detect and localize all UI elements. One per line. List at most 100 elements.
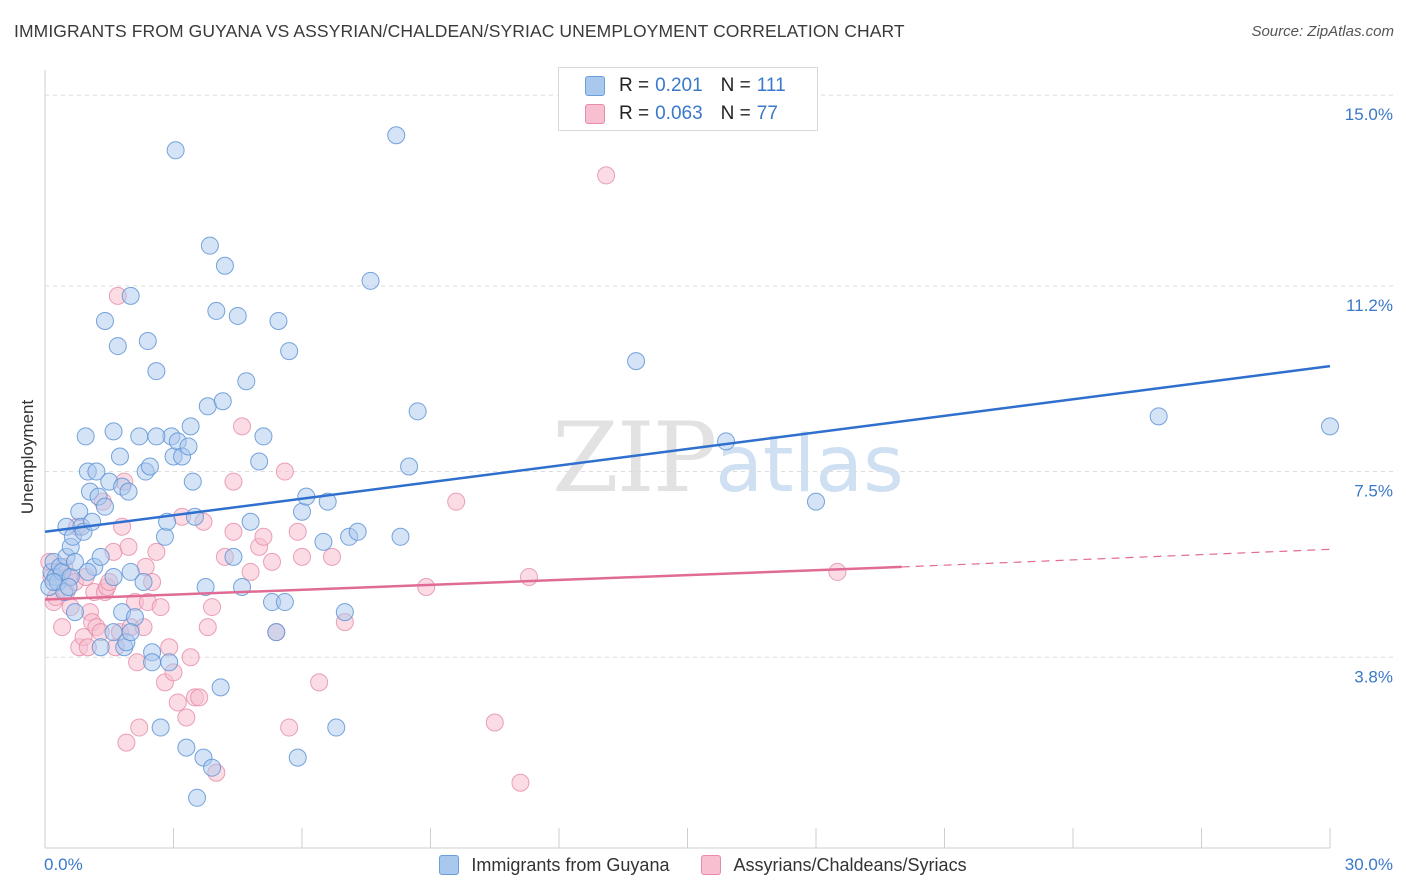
point-series1 [211, 678, 230, 697]
point-series1 [121, 623, 140, 642]
point-series1 [361, 271, 380, 290]
point-series1 [335, 603, 354, 622]
point-series2 [280, 718, 299, 737]
point-series1 [44, 572, 63, 591]
trendline-series1 [44, 364, 1331, 534]
watermark-zip: ZIP [552, 402, 717, 514]
point-series1 [280, 342, 299, 361]
point-series1 [147, 362, 166, 381]
point-series2 [160, 638, 179, 657]
point-series2 [119, 537, 138, 556]
point-series1 [104, 422, 123, 441]
point-series1 [91, 638, 110, 657]
point-series2 [263, 552, 282, 571]
point-series1 [293, 502, 311, 521]
point-series1 [76, 427, 95, 446]
point-series1 [275, 593, 294, 612]
x-tick-label: 0.0% [44, 855, 83, 874]
point-series2 [254, 527, 273, 546]
legend-swatch-series2 [585, 104, 605, 124]
point-series2 [293, 547, 311, 566]
point-series1 [95, 311, 114, 330]
point-series1 [143, 653, 162, 672]
bottom-legend-item-series1: Immigrants from Guyana [439, 855, 669, 876]
bottom-legend-swatch-series2 [701, 855, 722, 875]
y-axis-label: Unemployment [18, 400, 37, 515]
y-tick-label: 3.8% [1354, 667, 1393, 686]
point-series2 [177, 708, 196, 727]
legend-r-value: 0.201 [655, 75, 703, 96]
point-series1 [254, 427, 273, 446]
point-series1 [269, 311, 288, 330]
point-series1 [267, 623, 286, 642]
trendline-series2 [44, 565, 902, 601]
point-series2 [310, 673, 329, 692]
point-series1 [95, 497, 114, 516]
legend-box: R = 0.201 N = 111 R = 0.063 N = 77 [558, 67, 818, 131]
point-series1 [215, 256, 234, 275]
y-tick-label: 11.2% [1346, 296, 1393, 315]
legend-n-value: 77 [756, 103, 778, 124]
point-series1 [181, 417, 200, 436]
point-series2 [203, 598, 222, 617]
point-series2 [53, 618, 72, 637]
point-series2 [117, 733, 136, 752]
point-series1 [1149, 407, 1168, 426]
point-series1 [188, 788, 207, 807]
chart-title: IMMIGRANTS FROM GUYANA VS ASSYRIAN/CHALD… [14, 21, 905, 41]
point-series1 [288, 748, 307, 767]
point-series1 [125, 608, 144, 627]
y-tick-label: 7.5% [1354, 482, 1393, 501]
point-series1 [179, 437, 198, 456]
point-series2 [224, 522, 243, 541]
point-series1 [207, 301, 226, 320]
point-series1 [147, 427, 166, 446]
point-series2 [241, 562, 260, 581]
source-label: Source: ZipAtlas.com [1251, 23, 1394, 40]
point-series1 [327, 718, 346, 737]
point-series1 [203, 758, 222, 777]
point-series2 [828, 562, 847, 581]
point-series1 [87, 462, 106, 481]
point-series2 [288, 522, 307, 541]
legend-r-label: R = [619, 103, 650, 124]
legend-r-label: R = [619, 75, 650, 96]
legend-row-series2: R = 0.063 N = 77 [585, 100, 778, 128]
point-series1 [400, 457, 419, 476]
point-series2 [485, 713, 504, 732]
point-series1 [134, 572, 153, 591]
legend-n-label: N = [720, 103, 751, 124]
point-series1 [250, 452, 269, 471]
point-series1 [198, 397, 217, 416]
bottom-legend: Immigrants from Guyana Assyrians/Chaldea… [0, 852, 1406, 878]
point-series1 [717, 432, 736, 451]
legend-n-value: 111 [756, 75, 786, 96]
point-series2 [181, 648, 200, 667]
legend-swatch-series1 [585, 76, 605, 96]
point-series1 [121, 286, 140, 305]
point-series1 [391, 527, 410, 546]
point-series1 [196, 577, 215, 596]
legend-row-series1: R = 0.201 N = 111 [585, 72, 786, 100]
point-series1 [237, 372, 256, 391]
legend-n-label: N = [720, 75, 751, 96]
point-series2 [198, 618, 217, 637]
point-series2 [224, 472, 243, 491]
point-series1 [228, 306, 247, 325]
point-series1 [160, 653, 179, 672]
bottom-legend-swatch-series1 [439, 855, 460, 875]
point-series2 [130, 718, 149, 737]
point-series1 [119, 482, 138, 501]
point-series1 [348, 522, 367, 541]
point-series2 [417, 577, 436, 596]
point-series1 [121, 562, 140, 581]
point-series1 [1321, 417, 1339, 436]
point-series1 [408, 402, 427, 421]
point-series2 [151, 598, 170, 617]
point-series1 [65, 552, 84, 571]
point-series2 [128, 653, 147, 672]
point-series1 [314, 532, 333, 551]
point-series1 [387, 126, 406, 145]
point-series1 [108, 337, 127, 356]
